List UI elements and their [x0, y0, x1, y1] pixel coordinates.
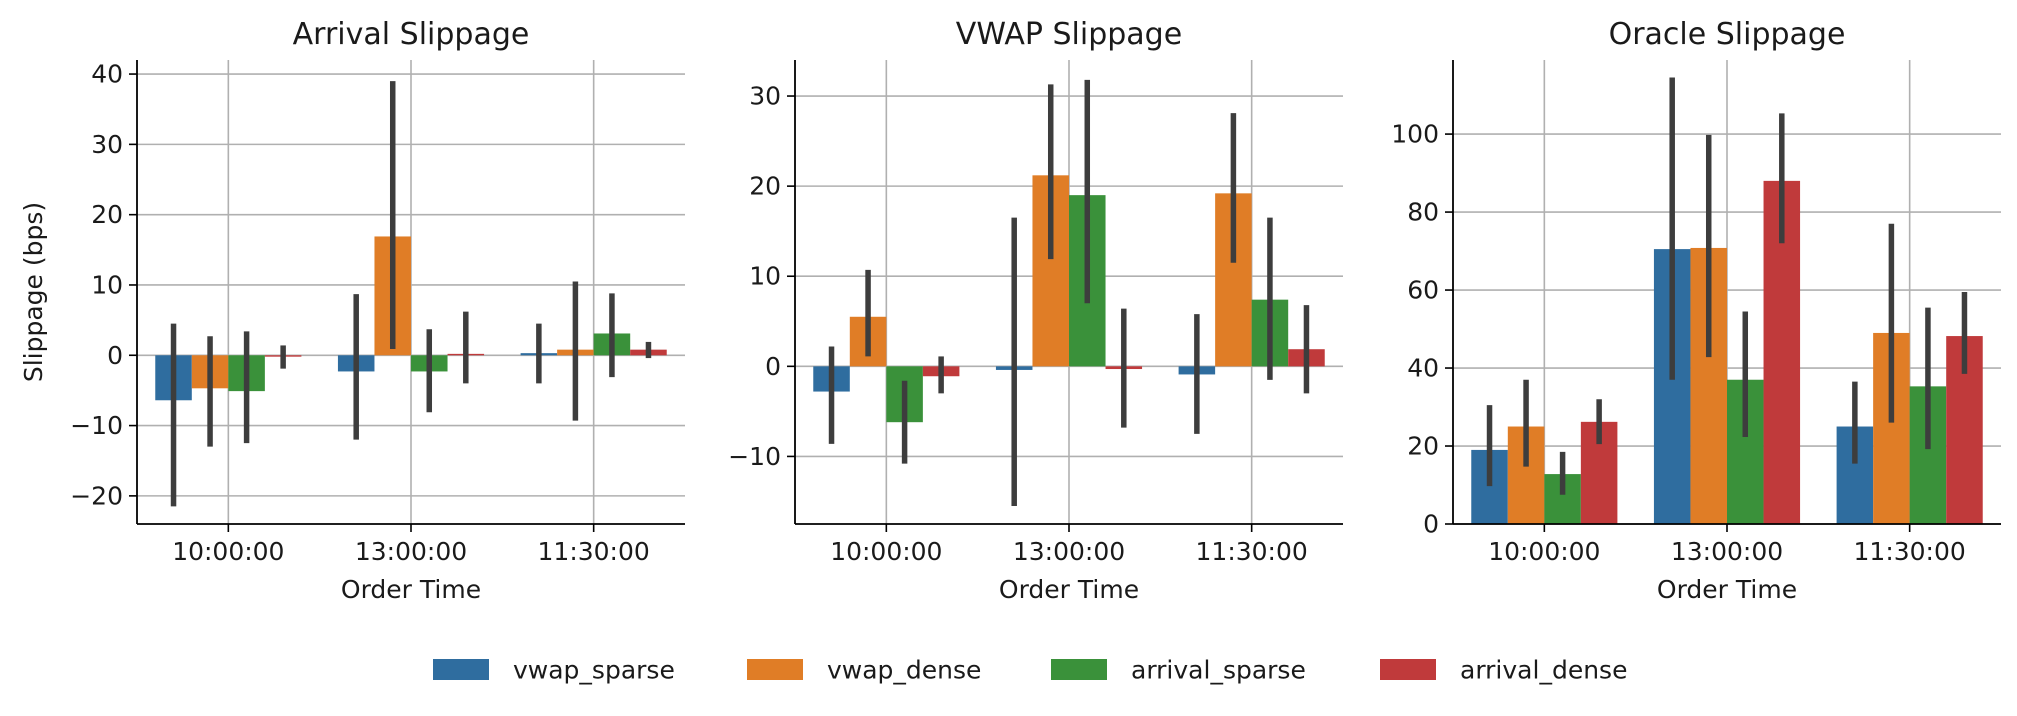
legend-item-arrival_sparse: arrival_sparse: [1051, 656, 1306, 685]
y-tick-label: 20: [91, 200, 123, 229]
y-tick-label: 30: [749, 82, 781, 111]
legend-item-vwap_dense: vwap_dense: [747, 656, 981, 685]
y-tick-label: 40: [1407, 354, 1439, 383]
x-tick-label: 10:00:00: [830, 537, 942, 566]
y-tick-label: 20: [1407, 432, 1439, 461]
y-tick-label: −10: [70, 411, 123, 440]
legend-item-vwap_sparse: vwap_sparse: [433, 656, 675, 685]
y-tick-label: 40: [91, 60, 123, 89]
x-axis-label: Order Time: [341, 575, 481, 604]
legend-label: vwap_dense: [827, 656, 981, 685]
chart-title: Oracle Slippage: [1609, 17, 1846, 52]
legend-swatch: [1051, 659, 1107, 680]
chart-panel-2: −10 0 10 20 30 10:00:00 13:00:00 11:30:00 VWAP S…: [728, 17, 1343, 604]
chart-title: Arrival Slippage: [293, 17, 530, 52]
legend-label: arrival_dense: [1460, 656, 1627, 685]
chart-panel-1: −20 −10 0 10 20 30 40 10:00:00 13:00:00 11:30:00 A…: [19, 17, 685, 604]
y-axis-label: Slippage (bps): [19, 202, 48, 382]
y-tick-label: 80: [1407, 198, 1439, 227]
legend-swatch: [433, 659, 489, 680]
y-tick-label: 0: [107, 341, 123, 370]
y-tick-label: 10: [91, 270, 123, 299]
x-tick-label: 13:00:00: [1013, 537, 1125, 566]
y-tick-label: 0: [765, 352, 781, 381]
chart-title: VWAP Slippage: [956, 17, 1182, 52]
y-tick-label: −20: [70, 481, 123, 510]
x-tick-label: 11:30:00: [1854, 537, 1966, 566]
legend-swatch: [1380, 659, 1436, 680]
x-tick-label: 13:00:00: [355, 537, 467, 566]
legend-label: vwap_sparse: [513, 656, 675, 685]
x-tick-label: 11:30:00: [538, 537, 650, 566]
legend-item-arrival_dense: arrival_dense: [1380, 656, 1627, 685]
y-tick-label: 100: [1391, 120, 1439, 149]
y-tick-label: 20: [749, 172, 781, 201]
legend-label: arrival_sparse: [1131, 656, 1306, 685]
x-tick-label: 11:30:00: [1196, 537, 1308, 566]
chart-panels: −20 −10 0 10 20 30 40 10:00:00 13:00:00 11:30:00 A…: [19, 17, 2001, 604]
chart-panel-3: 0 20 40 60 80 100 10:00:00 13:00:00 11:30:00 Orac…: [1391, 17, 2001, 604]
x-axis-label: Order Time: [1657, 575, 1797, 604]
y-tick-label: 10: [749, 262, 781, 291]
y-tick-label: −10: [728, 442, 781, 471]
x-tick-label: 10:00:00: [1488, 537, 1600, 566]
x-tick-label: 13:00:00: [1671, 537, 1783, 566]
legend-swatch: [747, 659, 803, 680]
x-axis-label: Order Time: [999, 575, 1139, 604]
y-tick-label: 0: [1423, 510, 1439, 539]
x-tick-label: 10:00:00: [172, 537, 284, 566]
y-tick-label: 30: [91, 130, 123, 159]
legend: vwap_sparse vwap_dense arrival_sparse arriv…: [433, 656, 1627, 685]
y-tick-label: 60: [1407, 276, 1439, 305]
